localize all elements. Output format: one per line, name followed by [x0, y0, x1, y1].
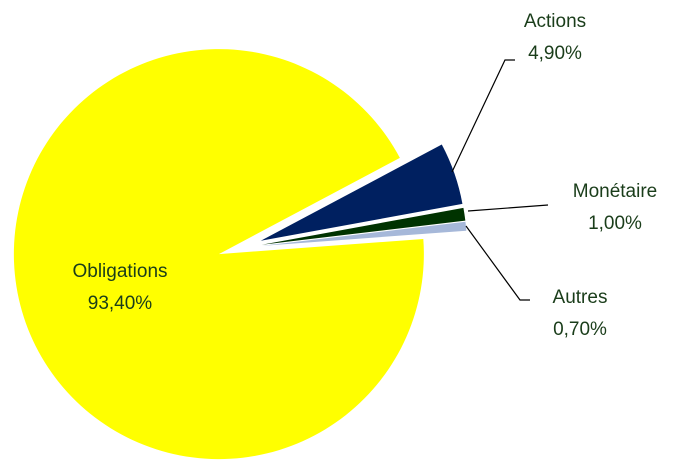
leader-line	[465, 225, 530, 301]
pie	[13, 49, 467, 460]
slice-value-label: 1,00%	[588, 213, 642, 234]
leader-line	[467, 204, 549, 212]
slice-value-label: 4,90%	[528, 43, 582, 64]
slice-label: Obligations	[72, 261, 167, 282]
pie-slice	[13, 49, 424, 460]
slice-value-label: 0,70%	[553, 319, 607, 340]
slice-label: Actions	[524, 11, 586, 32]
slice-value-label: 93,40%	[88, 293, 153, 314]
leader-line	[451, 59, 515, 173]
slice-label: Monétaire	[573, 181, 658, 202]
slice-label: Autres	[553, 287, 608, 308]
pie-slice	[261, 207, 466, 245]
pie-slice	[261, 221, 467, 246]
pie-slice	[260, 144, 463, 241]
